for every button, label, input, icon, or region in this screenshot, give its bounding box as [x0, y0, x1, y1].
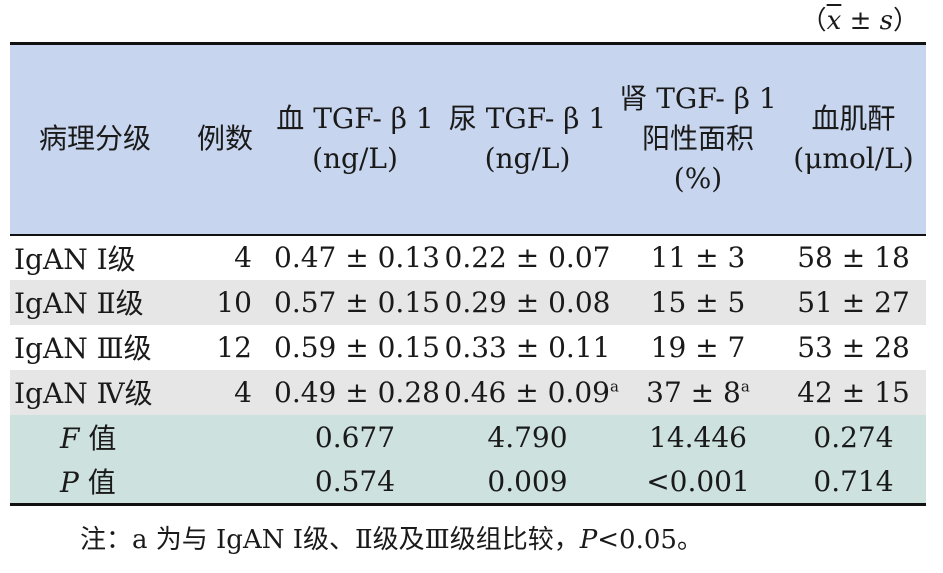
cell-renal: <0.001 — [646, 464, 750, 498]
cell-count: 12 — [216, 330, 252, 364]
f-value-row: F 值 0.677 4.790 14.446 0.274 — [10, 414, 926, 460]
mean-symbol: x — [826, 6, 842, 36]
cell-creatinine: 53 ± 28 — [797, 330, 910, 364]
cell-renal: 15 ± 5 — [650, 285, 746, 319]
header-serum-tgf: 血 TGF- β 1 (ng/L) — [276, 102, 434, 176]
cell-creatinine: 51 ± 27 — [797, 285, 910, 319]
cell-urine: 0.009 — [487, 464, 568, 498]
footnote: 注：a 为与 IgAN Ⅰ级、Ⅱ级及Ⅲ级组比较，P<0.05。 — [80, 525, 703, 555]
cell-renal: 19 ± 7 — [650, 330, 746, 364]
table-row: IgAN Ⅱ级 10 0.57 ± 0.15 0.29 ± 0.08 15 ± … — [10, 279, 926, 325]
header-urine-tgf: 尿 TGF- β 1 (ng/L) — [448, 102, 607, 176]
cell-serum: 0.574 — [314, 464, 396, 498]
cell-stat-label: P 值 — [60, 466, 116, 500]
header-renal-tgf: 肾 TGF- β 1 阳性面积 (%) — [619, 82, 777, 196]
cell-renal: 11 ± 3 — [650, 241, 746, 274]
cell-creatinine: 0.274 — [813, 420, 894, 454]
cell-renal: 37 ± 8a — [646, 375, 750, 409]
table-row: IgAN Ⅰ级 4 0.47 ± 0.13 0.22 ± 0.07 11 ± 3… — [10, 234, 926, 280]
cell-urine: 0.46 ± 0.09a — [444, 375, 619, 409]
header-row: 病理分级 例数 血 TGF- β 1 (ng/L) 尿 TGF- β 1 (ng/L… — [10, 43, 926, 235]
sd-symbol: s — [879, 6, 893, 36]
table-row: IgAN Ⅲ级 12 0.59 ± 0.15 0.33 ± 0.11 19 ± … — [10, 324, 926, 370]
header-creatinine: 血肌酐 (μmol/L) — [793, 102, 914, 176]
header-group: 病理分级 — [38, 122, 151, 156]
cell-renal: 14.446 — [649, 420, 747, 454]
cell-serum: 0.59 ± 0.15 — [274, 330, 440, 364]
results-table: 病理分级 例数 血 TGF- β 1 (ng/L) 尿 TGF- β 1 (ng/L… — [10, 42, 926, 506]
table-row: IgAN Ⅳ级 4 0.49 ± 0.28 0.46 ± 0.09a 37 ± … — [10, 369, 926, 415]
cell-urine: 0.33 ± 0.11 — [444, 330, 611, 364]
cell-count: 4 — [234, 241, 252, 274]
cell-creatinine: 0.714 — [813, 464, 894, 498]
significance-mark: a — [740, 377, 750, 396]
cell-serum: 0.57 ± 0.15 — [274, 285, 440, 319]
cell-stat-label: F 值 — [60, 422, 117, 455]
cell-creatinine: 58 ± 18 — [797, 241, 910, 274]
cell-serum: 0.47 ± 0.13 — [274, 241, 440, 274]
cell-urine: 0.29 ± 0.08 — [444, 285, 611, 319]
p-value-row: P 值 0.574 0.009 <0.001 0.714 — [10, 459, 926, 505]
cell-group: IgAN Ⅳ级 — [14, 377, 153, 410]
cell-creatinine: 42 ± 15 — [797, 375, 910, 409]
cell-urine: 4.790 — [487, 420, 568, 454]
cell-count: 4 — [234, 375, 252, 409]
cell-urine: 0.22 ± 0.07 — [444, 241, 611, 274]
unit-note: （x ± s） — [800, 6, 919, 36]
cell-serum: 0.49 ± 0.28 — [274, 375, 440, 409]
cell-group: IgAN Ⅱ级 — [14, 287, 144, 320]
cell-group: IgAN Ⅰ级 — [14, 242, 136, 276]
cell-group: IgAN Ⅲ级 — [14, 332, 152, 365]
cell-serum: 0.677 — [314, 420, 396, 454]
cell-count: 10 — [216, 285, 252, 319]
significance-mark: a — [609, 377, 619, 396]
header-count: 例数 — [196, 122, 253, 156]
